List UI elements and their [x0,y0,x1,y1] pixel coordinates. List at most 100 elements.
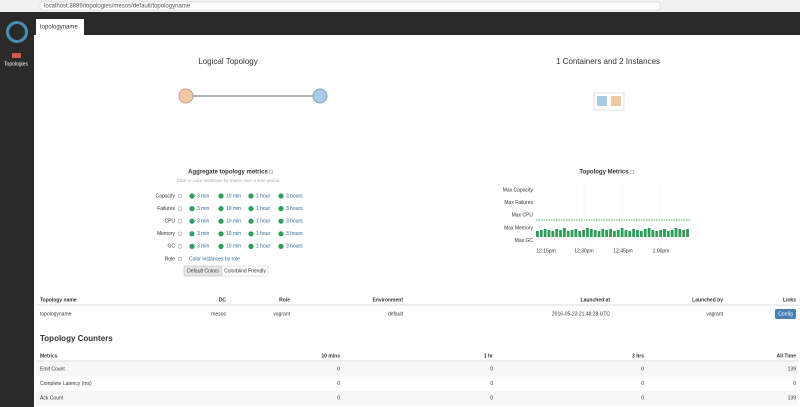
period-link[interactable]: 10 min [226,193,241,199]
bolt-node[interactable] [312,88,328,104]
table-cell: topologyname [40,311,72,317]
time-label: 12:30pm [574,248,593,254]
period-dot[interactable] [189,206,195,212]
tab[interactable] [36,19,84,35]
period-link[interactable]: 3 hours [286,206,303,212]
sidebar-label[interactable]: Topologies [4,61,28,67]
url: localhost:8889/topologies/mesos/default/… [44,4,191,10]
period-link[interactable]: 3 min [197,206,209,212]
memory-bar [659,230,662,237]
memory-bar [593,230,597,237]
table-header: 1 hr [484,353,493,359]
button-label[interactable]: Default Colors [187,268,219,274]
period-dot[interactable] [278,218,284,224]
metric-label: CPU [164,219,175,225]
tab-label[interactable]: topologyname [40,25,78,31]
sidebar-pointer [34,60,38,68]
memory-bar [578,231,582,237]
table-header: All Time [777,353,797,359]
role-link[interactable]: Color instances by role [189,256,240,262]
memory-bar [686,229,689,237]
table-cell: 139 [788,366,797,372]
table-header: Metrics [40,353,58,359]
period-dot[interactable] [189,218,195,224]
memory-bar [586,228,589,237]
instance[interactable] [611,96,621,106]
memory-bar [547,230,551,237]
memory-bar [609,229,612,237]
memory-bar [666,231,670,237]
metric-label: Max Capacity [503,187,534,193]
period-link[interactable]: 3 min [197,193,209,199]
info-icon [268,169,274,175]
period-dot[interactable] [248,218,254,224]
table-cell: 0 [641,366,644,372]
counters-title: Topology Counters [40,334,113,343]
period-link[interactable]: 1 hour [256,231,271,237]
memory-bar [674,228,678,237]
memory-bar [632,229,636,237]
period-dot[interactable] [218,218,224,224]
config-button[interactable] [775,309,796,319]
spout-node[interactable] [178,88,194,104]
period-dot[interactable] [189,193,195,199]
period-dot[interactable] [278,231,284,237]
period-dot[interactable] [218,193,224,199]
button[interactable] [221,265,269,277]
section-title: 1 Containers and 2 Instances [556,57,660,66]
period-link[interactable]: 3 hours [286,219,303,225]
period-dot[interactable] [218,243,224,249]
config-label[interactable]: Config [778,311,793,317]
period-link[interactable]: 10 min [226,219,241,225]
period-dot[interactable] [248,231,254,237]
row-stripe [36,391,798,406]
period-link[interactable]: 3 hours [286,244,303,250]
period-dot[interactable] [248,206,254,212]
period-link[interactable]: 3 min [197,219,209,225]
period-link[interactable]: 1 hour [256,244,271,250]
period-dot[interactable] [218,231,224,237]
metric-label: Max Failures [504,200,533,206]
memory-bar [582,230,585,237]
period-link[interactable]: 3 min [197,244,209,250]
table-cell: 0 [337,395,340,401]
address-bar[interactable] [39,1,661,11]
table-cell: Emit Count [40,366,65,372]
memory-bar [566,231,570,237]
memory-bar [543,229,547,237]
table-cell: vagrant [273,311,290,317]
button-label[interactable]: Colorblind Friendly [224,268,266,274]
period-dot[interactable] [278,193,284,199]
period-link[interactable]: 10 min [226,206,241,212]
table-cell: 0 [337,381,340,387]
memory-bar [551,231,555,237]
period-link[interactable]: 10 min [226,231,241,237]
table-cell: 0 [490,381,493,387]
memory-bar [663,229,666,237]
period-link[interactable]: 10 min [226,244,241,250]
memory-bar [651,230,655,237]
period-link[interactable]: 1 hour [256,206,271,212]
instance[interactable] [597,96,607,106]
memory-bar [536,231,539,237]
metric-label: Failures [157,206,175,212]
table-cell: mesos [211,311,226,317]
info-icon [177,218,183,224]
period-link[interactable]: 3 min [197,231,209,237]
period-dot[interactable] [189,231,195,237]
table-cell: 0 [793,381,796,387]
period-dot[interactable] [218,206,224,212]
period-link[interactable]: 1 hour [256,219,271,225]
table-cell: Complete Latency (ms) [40,381,92,387]
period-dot[interactable] [248,243,254,249]
period-link[interactable]: 3 hours [286,231,303,237]
table-cell: 0 [490,366,493,372]
period-dot[interactable] [278,243,284,249]
table-cell: 0 [641,381,644,387]
period-link[interactable]: 1 hour [256,193,271,199]
period-dot[interactable] [248,193,254,199]
period-dot[interactable] [278,206,284,212]
period-dot[interactable] [189,243,195,249]
period-link[interactable]: 3 hours [286,193,303,199]
table-cell: Ack Count [40,395,64,401]
